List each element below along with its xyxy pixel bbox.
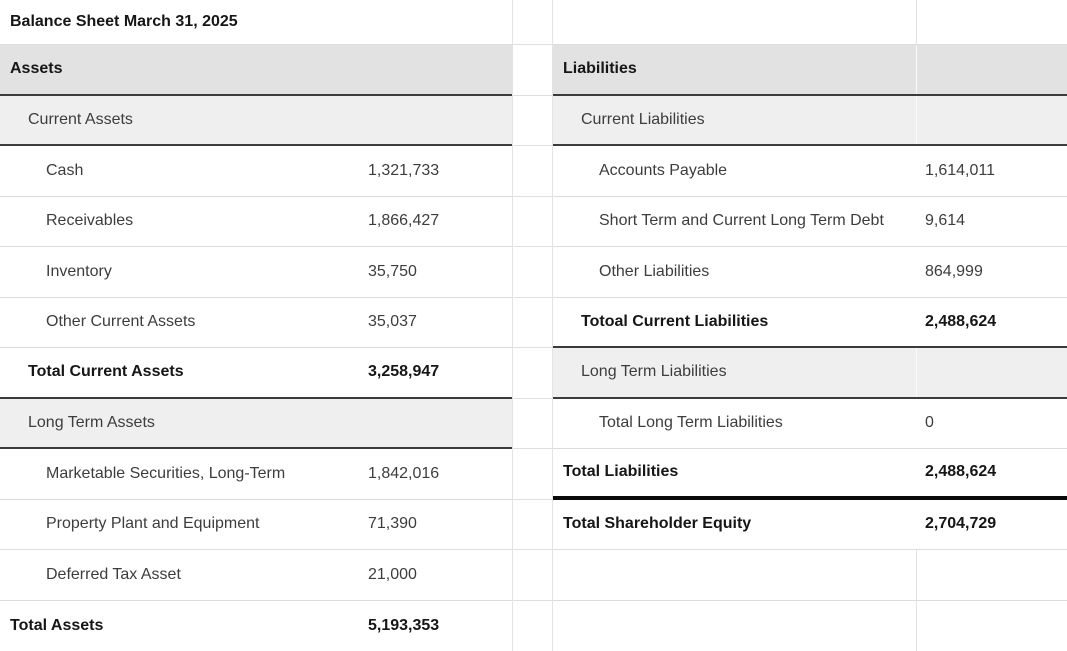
empty-cell[interactable] (513, 398, 552, 449)
cell-value[interactable] (916, 550, 1067, 600)
cell-label[interactable]: Totoal Current Liabilities (581, 312, 769, 330)
empty-cell[interactable] (513, 449, 552, 500)
assets-header-cell[interactable]: Assets (10, 60, 63, 78)
cell-value[interactable]: 1,866,427 (368, 212, 440, 230)
cell-label[interactable]: Total Shareholder Equity (563, 515, 752, 533)
row-liabilities-header: Liabilities (553, 45, 1067, 96)
row-total-liabilities: Total Liabilities 2,488,624 (553, 449, 1067, 500)
row-current-assets-header: Current Assets (0, 95, 512, 146)
cell-value[interactable] (916, 600, 1067, 651)
row-long-term-liabilities-header: Long Term Liabilities (553, 348, 1067, 399)
cell-label[interactable]: Short Term and Current Long Term Debt (599, 212, 884, 230)
current-liabilities-header-cell[interactable]: Current Liabilities (581, 110, 705, 128)
empty-cell[interactable] (513, 600, 552, 651)
long-term-assets-header-cell[interactable]: Long Term Assets (28, 413, 155, 431)
empty-cell[interactable] (513, 499, 552, 550)
cell-value[interactable]: 3,258,947 (368, 363, 440, 381)
cell-label[interactable]: Total Long Term Liabilities (599, 414, 783, 432)
row-sheet-title: Balance Sheet March 31, 2025 (0, 0, 512, 45)
cell-label[interactable]: Other Liabilities (599, 262, 710, 280)
cell-value[interactable] (916, 348, 1067, 397)
cell-value[interactable]: 2,488,624 (925, 312, 997, 330)
row-total-current-liabilities: Totoal Current Liabilities 2,488,624 (553, 297, 1067, 348)
cell-value[interactable]: 71,390 (368, 515, 417, 533)
cell-label[interactable]: Other Current Assets (46, 313, 196, 331)
cell-value[interactable] (916, 95, 1067, 144)
current-assets-header-cell[interactable]: Current Assets (28, 110, 133, 128)
empty-cell[interactable] (513, 247, 552, 298)
empty-cell[interactable] (513, 0, 552, 45)
spacer-column (512, 0, 553, 651)
cell-label[interactable]: Property Plant and Equipment (46, 515, 260, 533)
row-long-term-assets-header: Long Term Assets (0, 398, 512, 449)
cell-label[interactable]: Cash (46, 161, 84, 179)
row-empty-1 (553, 550, 1067, 601)
cell-value[interactable]: 864,999 (925, 262, 983, 280)
empty-cell[interactable] (513, 348, 552, 399)
row-property-plant-equipment: Property Plant and Equipment 71,390 (0, 499, 512, 550)
row-cash: Cash 1,321,733 (0, 146, 512, 197)
cell-value[interactable] (916, 45, 1067, 94)
long-term-liabilities-header-cell[interactable]: Long Term Liabilities (581, 363, 727, 381)
row-liabilities-title-empty (553, 0, 1067, 45)
cell-value[interactable]: 1,614,011 (925, 161, 995, 179)
row-short-term-debt: Short Term and Current Long Term Debt 9,… (553, 196, 1067, 247)
empty-cell[interactable] (513, 45, 552, 96)
cell-label[interactable]: Total Liabilities (563, 463, 679, 481)
cell-value[interactable]: 21,000 (368, 565, 417, 583)
empty-cell[interactable] (513, 95, 552, 146)
cell-value[interactable]: 1,842,016 (368, 464, 440, 482)
empty-cell[interactable] (513, 196, 552, 247)
cell-value[interactable]: 35,037 (368, 313, 417, 331)
row-other-current-assets: Other Current Assets 35,037 (0, 297, 512, 348)
cell-value[interactable]: 35,750 (368, 262, 417, 280)
row-current-liabilities-header: Current Liabilities (553, 95, 1067, 146)
cell-value[interactable]: 2,704,729 (925, 515, 997, 533)
cell-label[interactable]: Total Assets (10, 616, 104, 634)
row-other-liabilities: Other Liabilities 864,999 (553, 247, 1067, 298)
empty-cell[interactable] (513, 550, 552, 601)
row-accounts-payable: Accounts Payable 1,614,011 (553, 146, 1067, 197)
liabilities-table: Liabilities Current Liabilities Accounts… (553, 0, 1067, 651)
liabilities-header-cell[interactable]: Liabilities (563, 60, 637, 78)
cell-value[interactable]: 1,321,733 (368, 161, 440, 179)
row-empty-2 (553, 600, 1067, 651)
empty-cell[interactable] (513, 146, 552, 197)
cell-label[interactable]: Accounts Payable (599, 161, 728, 179)
row-inventory: Inventory 35,750 (0, 247, 512, 298)
cell-value[interactable]: 2,488,624 (925, 463, 997, 481)
empty-cell[interactable] (513, 297, 552, 348)
cell-label[interactable]: Marketable Securities, Long-Term (46, 464, 286, 482)
cell-value[interactable]: 0 (925, 414, 934, 432)
row-total-shareholder-equity: Total Shareholder Equity 2,704,729 (553, 499, 1067, 550)
row-total-long-term-liabilities: Total Long Term Liabilities 0 (553, 398, 1067, 449)
row-receivables: Receivables 1,866,427 (0, 196, 512, 247)
row-marketable-securities: Marketable Securities, Long-Term 1,842,0… (0, 449, 512, 500)
row-deferred-tax-asset: Deferred Tax Asset 21,000 (0, 550, 512, 601)
sheet-title[interactable]: Balance Sheet March 31, 2025 (10, 13, 238, 30)
cell-label[interactable]: Deferred Tax Asset (46, 565, 181, 583)
row-assets-header: Assets (0, 45, 512, 96)
cell-label[interactable]: Total Current Assets (28, 363, 184, 381)
row-total-current-assets: Total Current Assets 3,258,947 (0, 348, 512, 399)
cell-label[interactable]: Inventory (46, 262, 112, 280)
cell-value[interactable] (916, 0, 1067, 44)
assets-table: Balance Sheet March 31, 2025 Assets Curr… (0, 0, 512, 651)
cell-value[interactable]: 5,193,353 (368, 616, 440, 634)
cell-value[interactable]: 9,614 (925, 212, 966, 230)
row-total-assets: Total Assets 5,193,353 (0, 600, 512, 651)
cell-label[interactable]: Receivables (46, 212, 134, 230)
